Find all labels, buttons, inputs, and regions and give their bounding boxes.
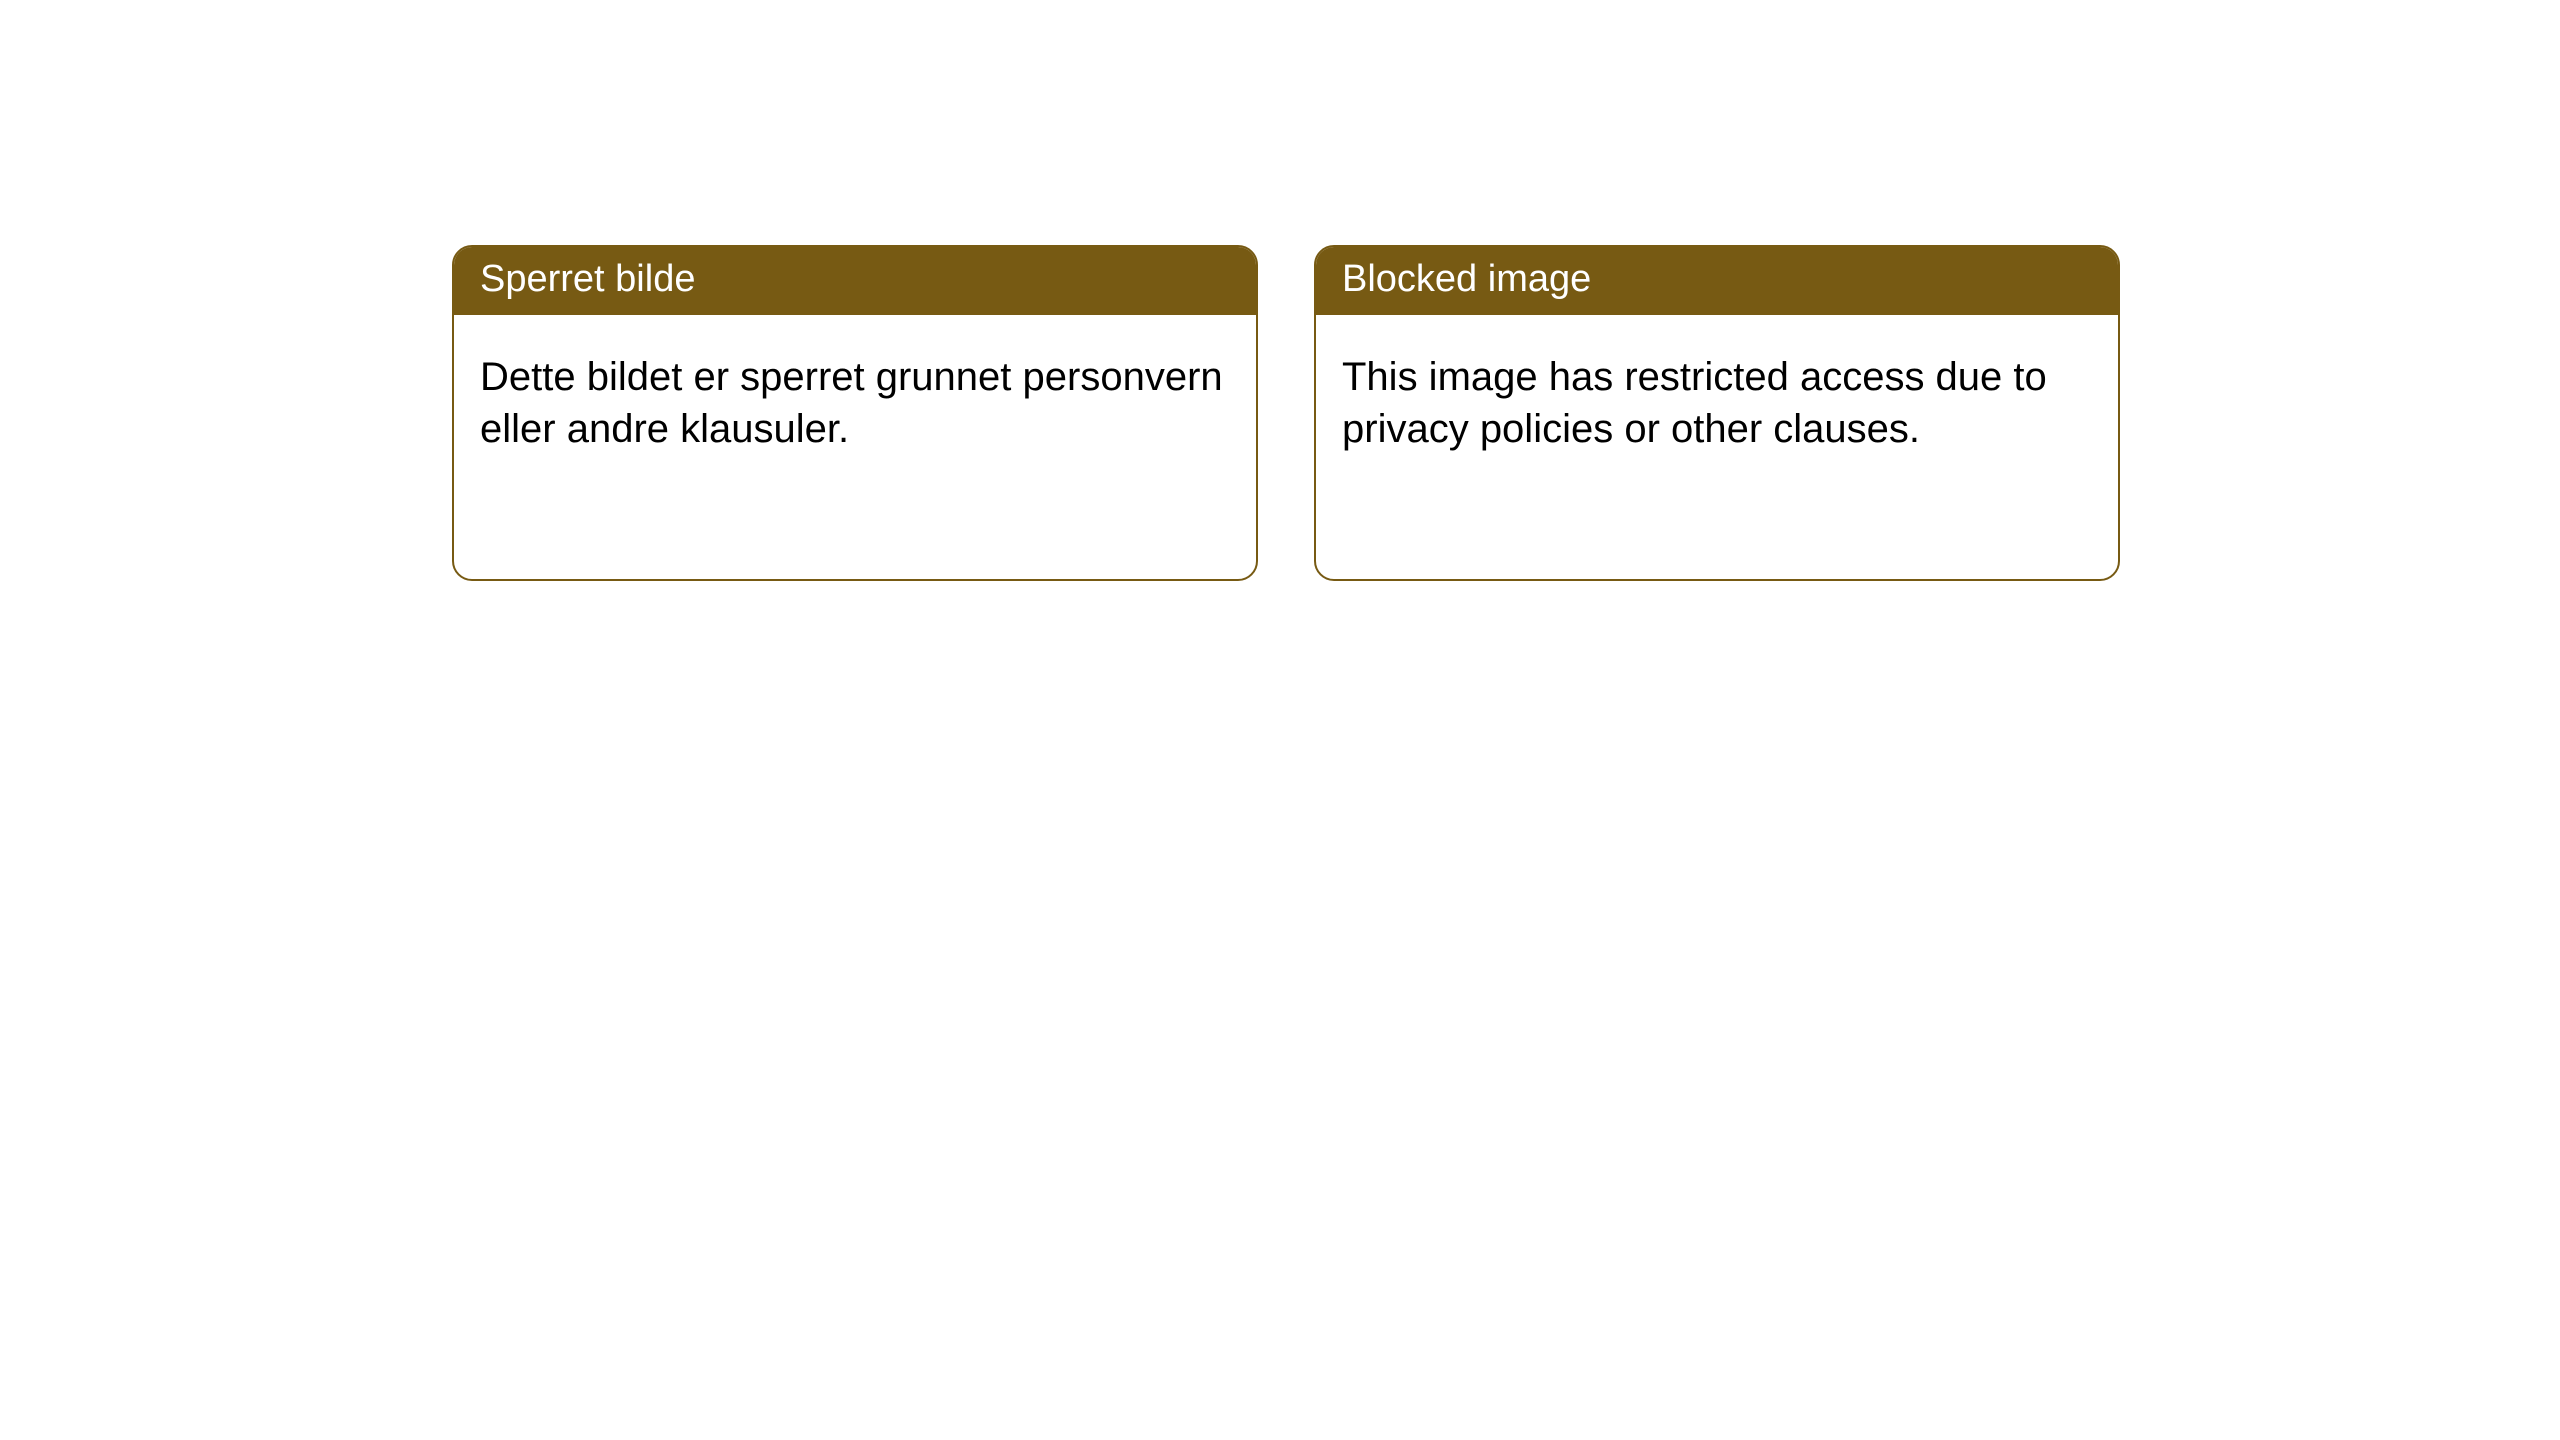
blocked-image-card-no: Sperret bilde Dette bildet er sperret gr… <box>452 245 1258 581</box>
card-body-en: This image has restricted access due to … <box>1316 315 2118 491</box>
blocked-image-card-en: Blocked image This image has restricted … <box>1314 245 2120 581</box>
card-header-en: Blocked image <box>1316 247 2118 315</box>
card-body-no: Dette bildet er sperret grunnet personve… <box>454 315 1256 491</box>
card-header-no: Sperret bilde <box>454 247 1256 315</box>
notice-cards-container: Sperret bilde Dette bildet er sperret gr… <box>0 0 2560 581</box>
